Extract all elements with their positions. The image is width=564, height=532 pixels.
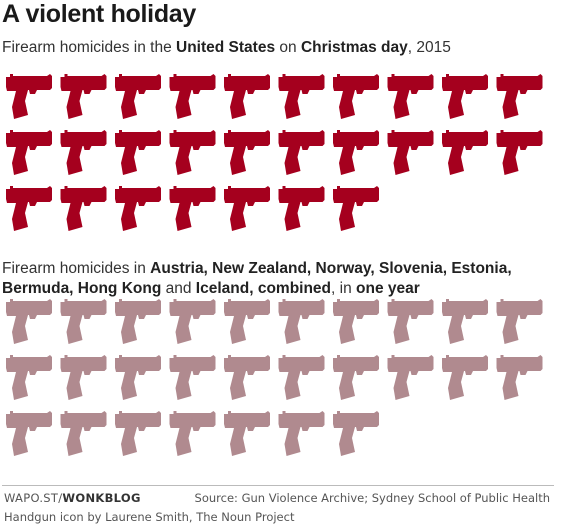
handgun-icon <box>278 130 325 175</box>
handgun-icon <box>6 299 52 344</box>
handgun-icon <box>224 74 270 119</box>
handgun-icon <box>278 355 325 400</box>
handgun-icon <box>278 186 325 231</box>
handgun-icon <box>333 130 379 175</box>
handgun-icon <box>442 299 488 344</box>
handgun-icon <box>60 186 107 231</box>
handgun-icon <box>6 130 52 175</box>
handgun-icon <box>115 411 161 456</box>
handgun-icon <box>60 130 107 175</box>
handgun-icon <box>115 186 161 231</box>
footer-divider <box>2 485 554 486</box>
handgun-icon <box>333 299 379 344</box>
handgun-icon <box>387 299 434 344</box>
wonkblog-credit: WAPO.ST/WONKBLOG <box>4 491 141 505</box>
handgun-icon <box>60 411 107 456</box>
handgun-icon <box>278 411 325 456</box>
handgun-icon <box>496 355 543 400</box>
handgun-icon <box>115 299 161 344</box>
handgun-icon <box>224 130 270 175</box>
handgun-icon <box>224 355 270 400</box>
handgun-icon <box>60 355 107 400</box>
handgun-icon <box>333 411 379 456</box>
handgun-icon <box>278 74 325 119</box>
handgun-icon <box>6 355 52 400</box>
handgun-icon <box>442 74 488 119</box>
handgun-icon <box>442 130 488 175</box>
handgun-icon <box>496 74 543 119</box>
handgun-icon <box>115 355 161 400</box>
handgun-icon <box>115 130 161 175</box>
handgun-icon <box>6 74 52 119</box>
handgun-icon <box>169 186 216 231</box>
handgun-icon <box>278 299 325 344</box>
handgun-icon <box>6 411 52 456</box>
handgun-icon <box>387 355 434 400</box>
handgun-icon <box>224 186 270 231</box>
source-note: Source: Gun Violence Archive; Sydney Sch… <box>194 491 550 505</box>
handgun-icon <box>224 411 270 456</box>
handgun-icon <box>333 355 379 400</box>
handgun-icon <box>496 299 543 344</box>
subtitle-us: Firearm homicides in the United States o… <box>2 39 451 56</box>
handgun-icon <box>60 74 107 119</box>
handgun-icon <box>333 74 379 119</box>
handgun-icon <box>387 130 434 175</box>
handgun-icon <box>6 186 52 231</box>
handgun-icon <box>169 299 216 344</box>
subtitle-other-countries: Firearm homicides in Austria, New Zealan… <box>2 260 512 297</box>
handgun-icon <box>169 411 216 456</box>
handgun-icon <box>169 130 216 175</box>
handgun-icon <box>333 186 379 231</box>
handgun-icon <box>169 74 216 119</box>
handgun-icon <box>496 130 543 175</box>
handgun-icon <box>115 74 161 119</box>
handgun-icon <box>169 355 216 400</box>
handgun-icon <box>60 299 107 344</box>
handgun-icon <box>442 355 488 400</box>
handgun-icon <box>224 299 270 344</box>
icon-credit: Handgun icon by Laurene Smith, The Noun … <box>4 510 295 524</box>
handgun-icon <box>387 74 434 119</box>
chart-title: A violent holiday <box>2 0 196 28</box>
